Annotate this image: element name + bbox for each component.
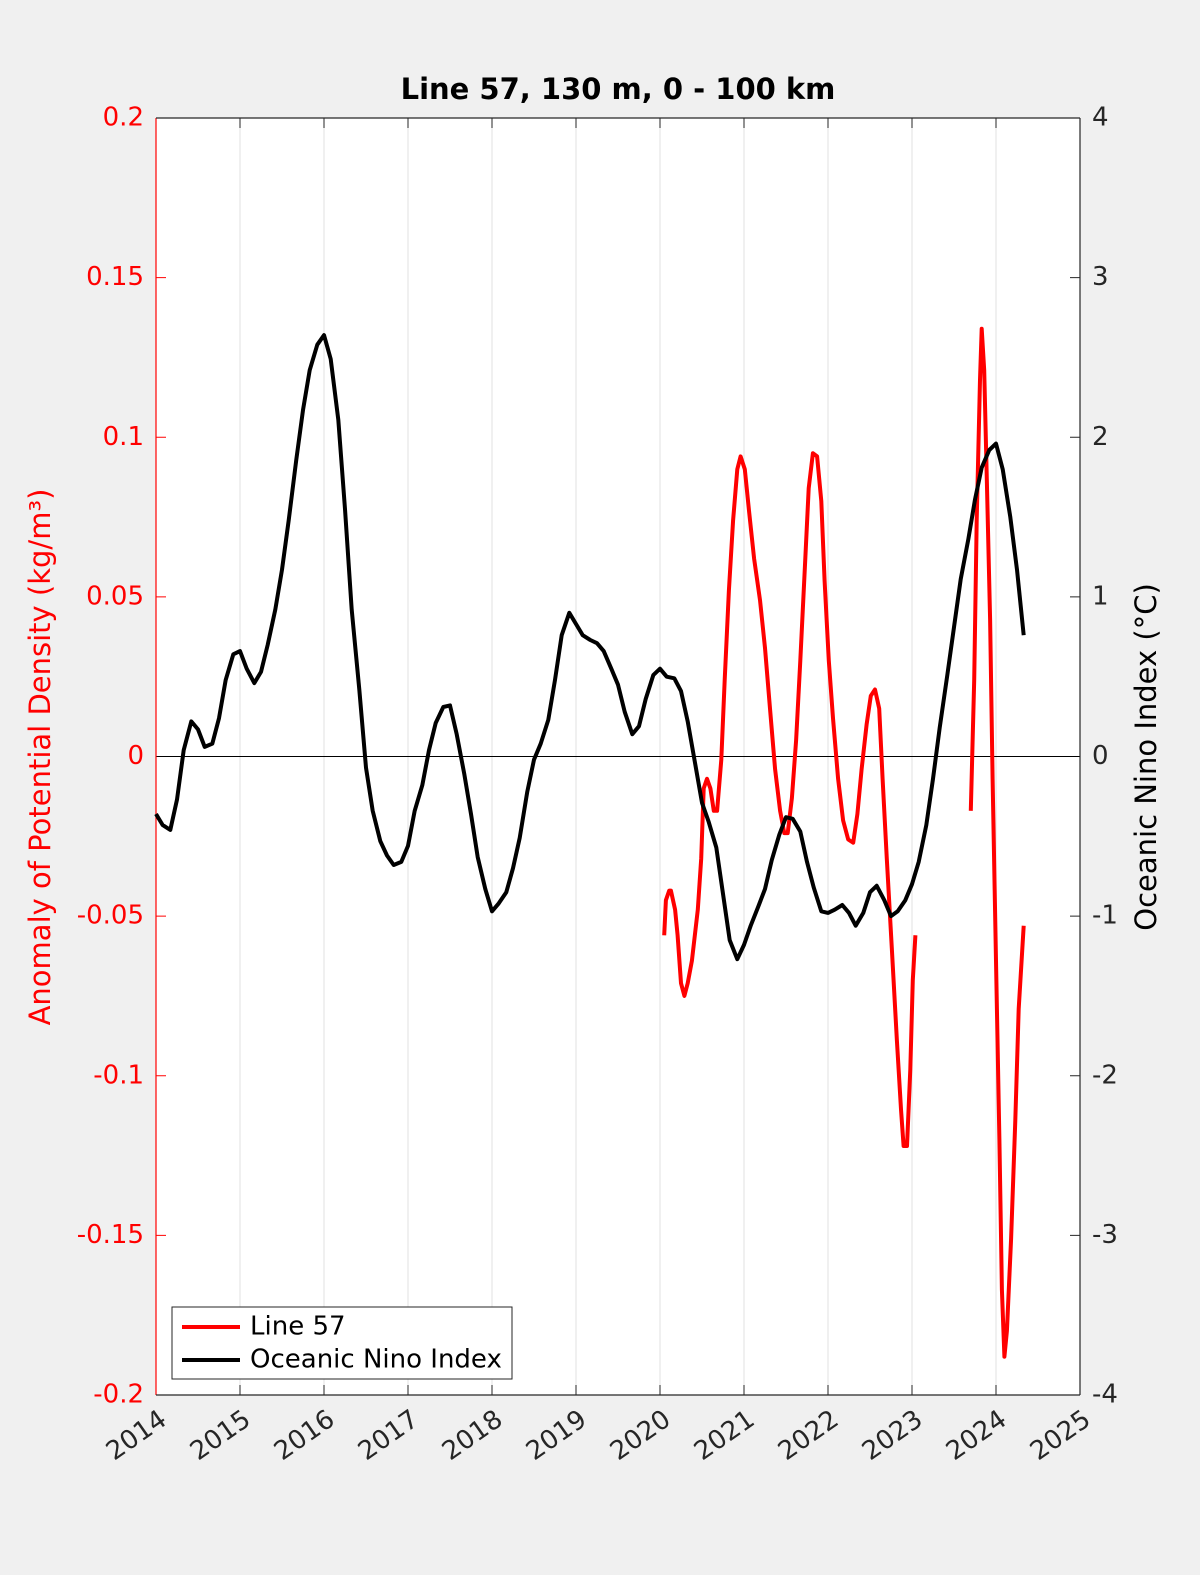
- y2-tick-label: 3: [1092, 262, 1109, 292]
- chart-title: Line 57, 130 m, 0 - 100 km: [401, 72, 836, 106]
- y-tick-label: -0.15: [77, 1220, 144, 1250]
- legend-label: Line 57: [250, 1312, 346, 1342]
- y-tick-label: -0.2: [93, 1380, 144, 1410]
- y-tick-label: 0: [127, 741, 144, 771]
- y2-tick-label: -4: [1092, 1380, 1118, 1410]
- y-tick-label: 0.15: [86, 262, 144, 292]
- y-tick-label: 0.1: [103, 422, 144, 452]
- legend-box: [171, 1306, 513, 1380]
- y2-tick-label: 0: [1092, 741, 1109, 771]
- y-axis-label: Anomaly of Potential Density (kg/m³): [23, 489, 57, 1026]
- y2-tick-label: -1: [1092, 901, 1118, 931]
- y-tick-label: 0.05: [86, 581, 144, 611]
- y-tick-label: -0.05: [77, 901, 144, 931]
- y2-axis-label: Oceanic Nino Index (°C): [1129, 583, 1163, 931]
- y2-tick-label: 2: [1092, 422, 1109, 452]
- y-tick-label: 0.2: [103, 103, 144, 133]
- y2-tick-label: -2: [1092, 1060, 1118, 1090]
- y-tick-label: -0.1: [93, 1060, 144, 1090]
- data-line: [154, 333, 1026, 962]
- legend-label: Oceanic Nino Index: [250, 1345, 502, 1375]
- data-line: [662, 326, 1026, 1359]
- y2-tick-label: 1: [1092, 581, 1109, 611]
- y2-tick-label: -3: [1092, 1220, 1118, 1250]
- y2-tick-label: 4: [1092, 103, 1109, 133]
